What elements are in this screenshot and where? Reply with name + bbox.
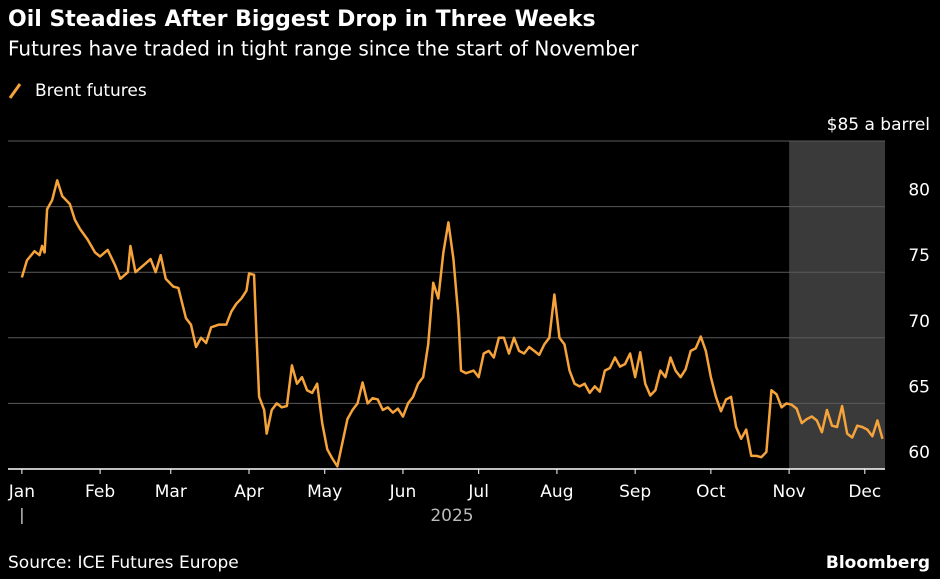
chart-subtitle: Futures have traded in tight range since… (8, 37, 639, 61)
y-tick-label: 65 (908, 377, 930, 397)
y-tick-label: 80 (908, 181, 930, 201)
legend-label: Brent futures (35, 81, 147, 101)
x-tick-label: Aug (540, 482, 573, 502)
year-label: 2025 (430, 506, 473, 526)
x-tick-label: Nov (773, 482, 806, 502)
x-tick-label: Sep (619, 482, 651, 502)
brand: Bloomberg (826, 553, 930, 573)
x-tick-label: Oct (696, 482, 726, 502)
y-tick-label: 75 (908, 246, 930, 266)
y-tick-label: 60 (908, 443, 930, 463)
x-tick-label: Apr (234, 482, 263, 502)
x-tick-label: Jan (8, 482, 35, 502)
x-tick-label: Jun (389, 482, 417, 502)
data-line (20, 179, 884, 468)
x-tick-label: Feb (85, 482, 115, 502)
x-tick-label: Dec (848, 482, 881, 502)
y-tick-label: 70 (908, 312, 930, 332)
legend-swatch (8, 83, 22, 99)
source: Source: ICE Futures Europe (8, 553, 239, 573)
y-tick-label: $85 a barrel (827, 115, 930, 135)
x-tick-label: May (307, 482, 342, 502)
chart-title: Oil Steadies After Biggest Drop in Three… (8, 7, 596, 32)
highlight-region (789, 141, 885, 469)
x-tick-label: Jul (467, 482, 489, 502)
x-tick-label: Mar (155, 482, 187, 502)
